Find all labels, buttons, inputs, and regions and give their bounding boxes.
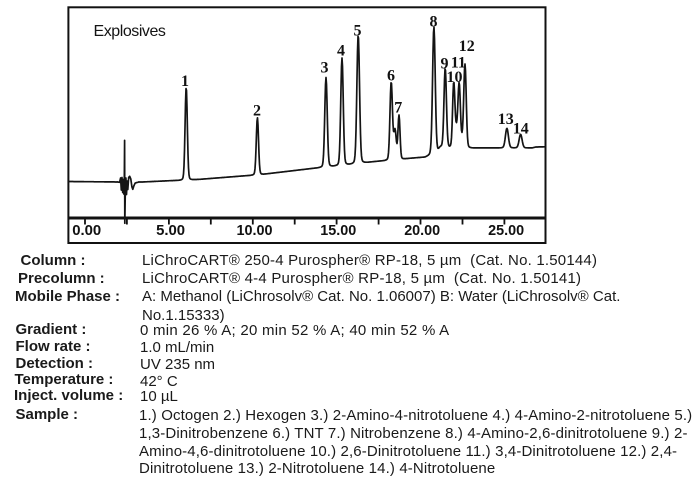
svg-text:1: 1 [181, 73, 189, 90]
svg-text:Explosives: Explosives [94, 23, 166, 40]
svg-text:13: 13 [498, 111, 514, 128]
svg-text:14: 14 [513, 121, 529, 138]
svg-text:20.00: 20.00 [404, 222, 440, 239]
svg-text:9: 9 [441, 56, 449, 73]
svg-text:0.00: 0.00 [72, 222, 101, 239]
svg-text:2: 2 [253, 103, 261, 120]
svg-text:8: 8 [430, 14, 438, 31]
svg-text:12: 12 [459, 38, 475, 55]
svg-text:15.00: 15.00 [320, 222, 356, 239]
svg-text:10.00: 10.00 [237, 222, 273, 239]
svg-text:7: 7 [394, 100, 402, 117]
svg-text:10: 10 [447, 69, 463, 86]
svg-text:5.00: 5.00 [156, 222, 185, 239]
svg-text:4: 4 [337, 43, 345, 60]
svg-text:6: 6 [387, 68, 395, 85]
svg-text:25.00: 25.00 [488, 222, 524, 239]
svg-text:11: 11 [451, 54, 466, 71]
svg-text:3: 3 [321, 60, 329, 77]
svg-text:5: 5 [354, 23, 362, 40]
